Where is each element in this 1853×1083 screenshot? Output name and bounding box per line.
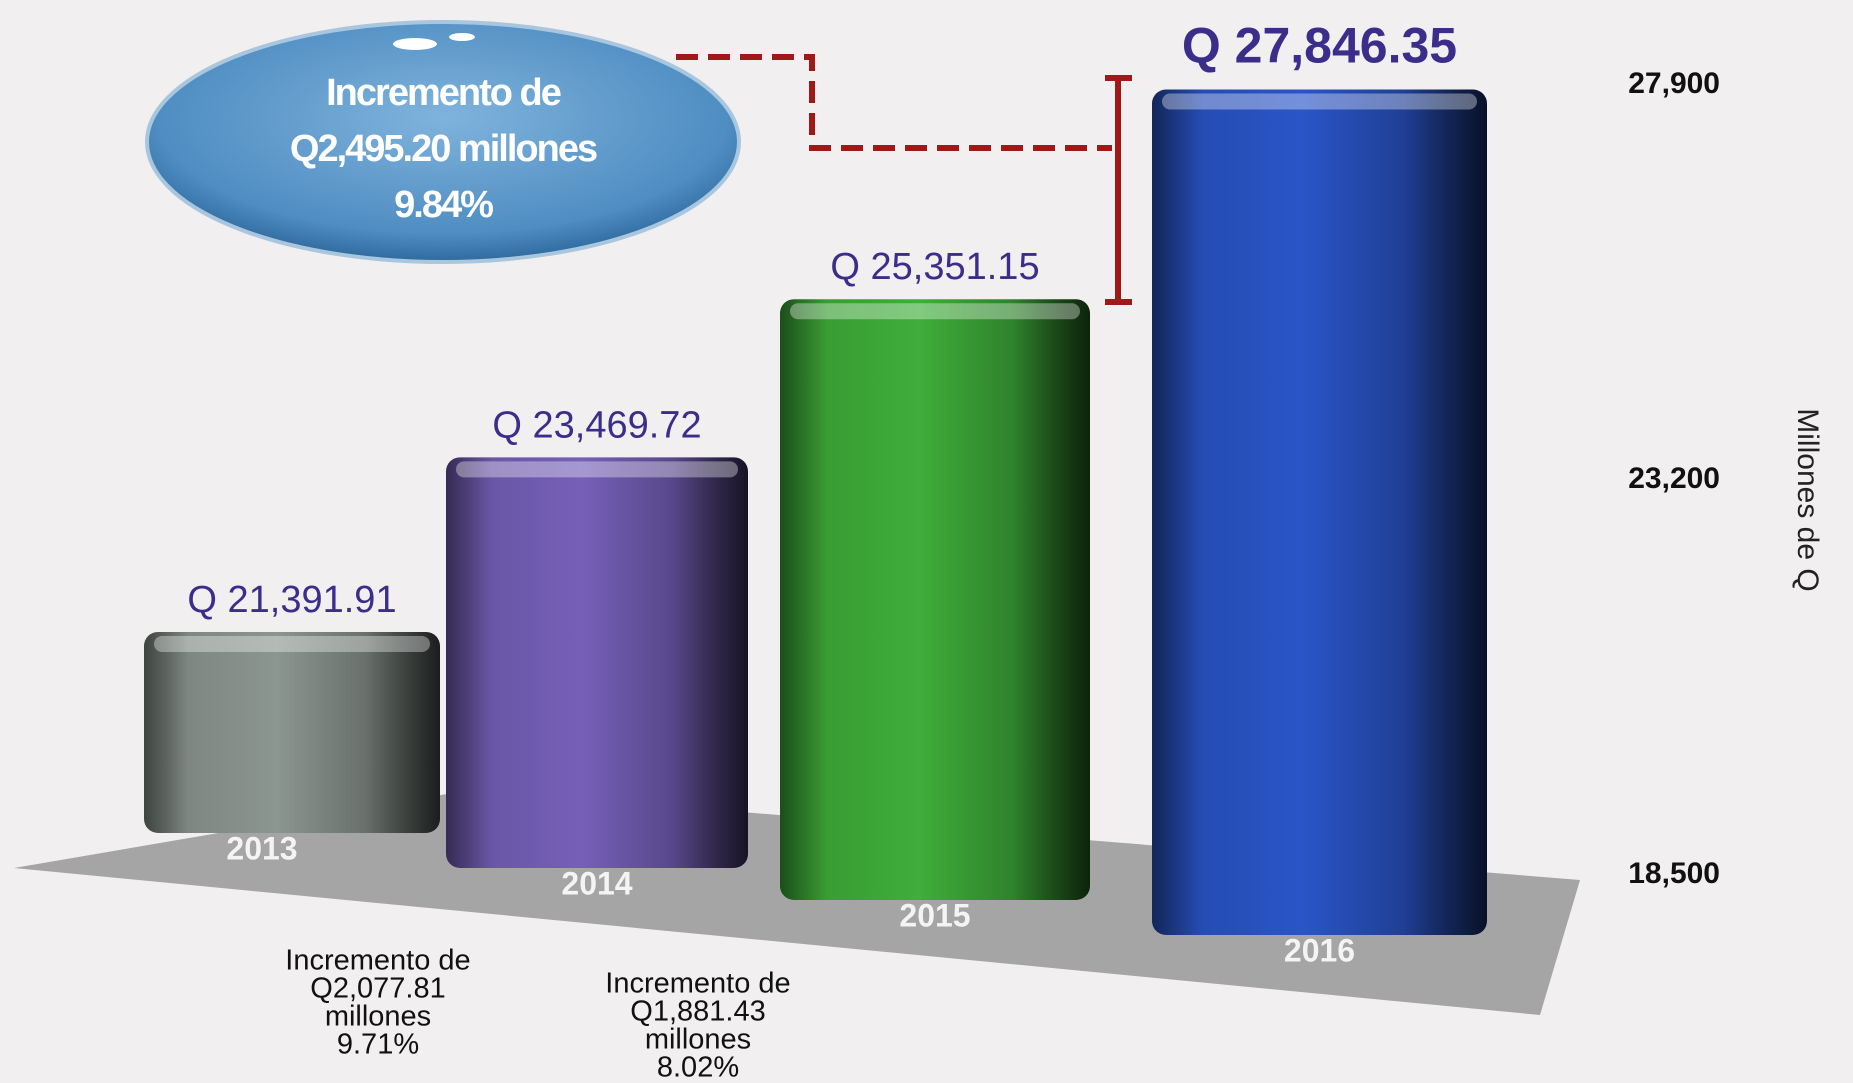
- bar-highlight: [154, 635, 430, 652]
- floor: [14, 790, 1580, 1015]
- bracket-line: [676, 54, 1112, 151]
- x-tick-label: 2015: [899, 897, 970, 933]
- annotation: Q1,881.43: [630, 996, 765, 1028]
- y-tick-label: 18,500: [1628, 857, 1720, 890]
- value-label: Q 27,846.35: [1182, 18, 1457, 74]
- y-axis-label: Millones de Q: [1791, 408, 1824, 591]
- annotation: millones: [325, 1001, 431, 1033]
- y-tick-label: 23,200: [1628, 462, 1720, 495]
- bar-highlight: [1162, 93, 1477, 110]
- bracket: [1105, 75, 1132, 305]
- y-tick-label: 27,900: [1628, 67, 1720, 100]
- bar: [1152, 89, 1487, 935]
- annotation: Q2,495.20 millones: [290, 128, 597, 170]
- bubble-shine: [449, 33, 475, 41]
- annotation: 9.71%: [337, 1029, 419, 1061]
- annotation: Incremento de: [605, 968, 790, 1000]
- annotation: Incremento de: [285, 945, 470, 977]
- annotation: millones: [645, 1024, 751, 1056]
- x-tick-label: 2014: [561, 865, 632, 901]
- annotation: 9.84%: [394, 184, 493, 226]
- value-label: Q 21,391.91: [187, 579, 396, 621]
- annotation: 8.02%: [657, 1052, 739, 1083]
- bar-highlight: [790, 303, 1080, 320]
- bubble: [145, 20, 741, 264]
- bar: [144, 631, 440, 833]
- annotation: Q2,077.81: [310, 973, 445, 1005]
- x-tick-label: 2016: [1284, 932, 1355, 968]
- value-label: Q 23,469.72: [492, 404, 701, 446]
- bubble-shine: [393, 38, 437, 50]
- bar-highlight: [456, 461, 738, 478]
- x-tick-label: 2013: [226, 830, 297, 866]
- annotation: Incremento de: [326, 72, 561, 114]
- bar: [780, 299, 1090, 900]
- bar: [446, 457, 748, 868]
- value-label: Q 25,351.15: [830, 246, 1039, 288]
